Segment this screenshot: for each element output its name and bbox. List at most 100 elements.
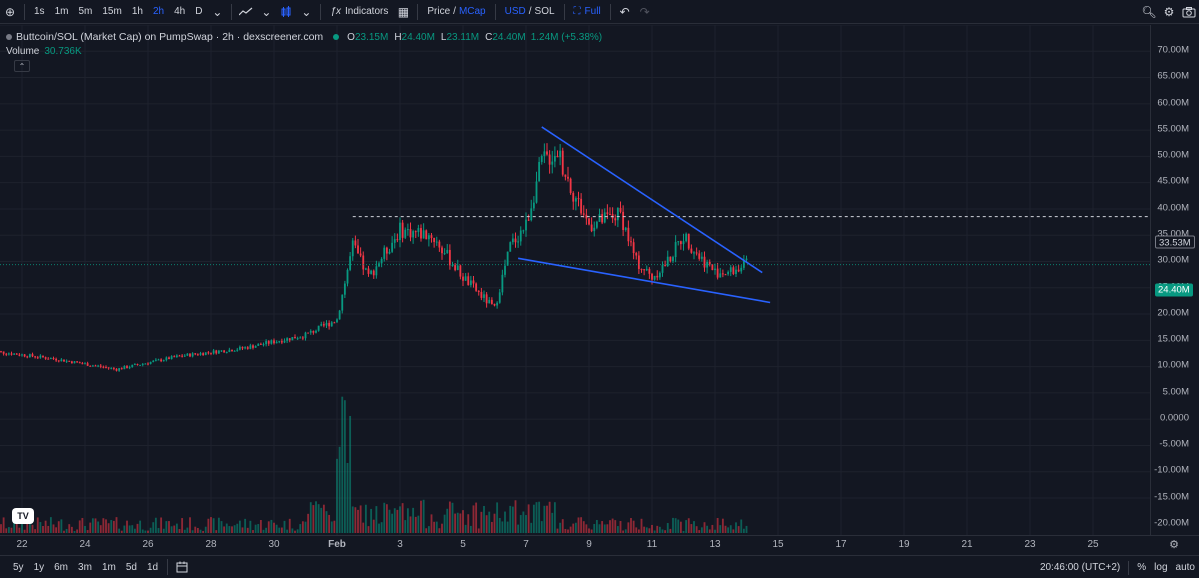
volume-bar: [661, 529, 664, 533]
candle-body: [312, 330, 315, 333]
timeframe-2h[interactable]: 2h: [152, 6, 165, 17]
tradingview-logo[interactable]: TV: [12, 508, 34, 524]
candle-body: [388, 251, 391, 254]
candle-body: [651, 273, 653, 280]
candle-body: [370, 270, 373, 274]
time-axis-settings-icon[interactable]: ⚙: [1169, 539, 1179, 551]
collapse-legend-button[interactable]: ⌃: [14, 60, 30, 72]
candle-body: [451, 265, 454, 267]
timeframe-4h[interactable]: 4h: [174, 6, 186, 17]
candle-body: [553, 155, 556, 162]
volume-bar: [136, 523, 139, 533]
volume-bar: [632, 520, 635, 533]
chevron-down-icon[interactable]: ⌄: [261, 4, 272, 19]
toggle-slash: /: [453, 6, 456, 17]
candle-body: [296, 338, 299, 340]
volume-bar: [120, 530, 123, 533]
volume-bar: [99, 525, 102, 533]
candle-body: [191, 353, 194, 357]
mcap-option: MCap: [458, 6, 486, 17]
camera-icon[interactable]: [1179, 0, 1199, 24]
volume-value: 30.736K: [44, 45, 82, 57]
range-5d[interactable]: 5d: [125, 561, 137, 573]
fullscreen-icon: ⛶: [573, 6, 581, 17]
layout-grid-icon[interactable]: ▦: [397, 4, 410, 19]
volume-bar: [700, 527, 703, 533]
timeframe-15m[interactable]: 15m: [102, 6, 122, 17]
volume-bar: [333, 520, 336, 533]
candle-body: [65, 360, 68, 362]
volume-bar: [249, 520, 252, 533]
candle-body: [517, 241, 520, 243]
candle-body: [81, 363, 84, 365]
log-toggle[interactable]: log: [1154, 562, 1168, 573]
percent-toggle[interactable]: %: [1137, 562, 1147, 573]
full-screen-button[interactable]: ⛶ Full: [569, 0, 606, 24]
candle-body: [330, 322, 333, 327]
candle-body: [664, 265, 667, 267]
range-5y[interactable]: 5y: [13, 561, 24, 573]
timeframe-5m[interactable]: 5m: [78, 6, 93, 17]
candle-body: [225, 352, 228, 354]
line-chart-type-icon[interactable]: [236, 0, 256, 24]
candle-body: [123, 366, 126, 370]
chart-pane[interactable]: [0, 25, 1150, 535]
range-1y[interactable]: 1y: [33, 561, 45, 573]
price-axis[interactable]: 70.00M 65.00M 60.00M 55.00M 50.00M 45.00M 40.0…: [1150, 25, 1199, 535]
symbol-title[interactable]: Buttcoin/SOL (Market Cap) on PumpSwap · …: [16, 31, 324, 43]
volume-bar: [469, 525, 472, 533]
toolbar-divider: [1128, 560, 1130, 575]
volume-bar: [624, 529, 627, 533]
gear-icon[interactable]: ⚙: [1163, 5, 1175, 19]
range-3m[interactable]: 3m: [78, 561, 92, 573]
candle-body: [535, 181, 538, 203]
volume-bar: [144, 530, 147, 533]
volume-bar: [577, 517, 580, 533]
redo-icon[interactable]: ↷: [639, 4, 650, 19]
candlestick-chart[interactable]: [0, 25, 1150, 535]
candle-body: [406, 229, 409, 231]
time-axis[interactable]: ⚙ 22 24 26 28 30 Feb 3 5 7 9 11 13 15 17 19 21 23 25: [0, 535, 1199, 555]
auto-toggle[interactable]: auto: [1175, 562, 1195, 573]
candle-body: [724, 274, 727, 276]
add-symbol-icon[interactable]: ⊕: [4, 4, 16, 19]
price-mcap-toggle[interactable]: Price / MCap: [422, 0, 490, 24]
timeframe-1m[interactable]: 1m: [54, 6, 69, 17]
candlestick-chart-type-icon[interactable]: [276, 0, 296, 24]
candle-body: [364, 268, 367, 270]
chevron-down-icon[interactable]: ⌄: [301, 4, 312, 19]
volume-bar: [477, 528, 480, 533]
volume-bar: [31, 524, 34, 533]
volume-bar: [404, 520, 407, 533]
volume-bar: [490, 521, 493, 533]
undo-icon[interactable]: ↶: [619, 4, 630, 19]
volume-bar: [110, 520, 113, 533]
currency-toggle[interactable]: USD / SOL: [500, 0, 560, 24]
volume-bar: [328, 514, 331, 533]
range-1d[interactable]: 1d: [146, 561, 159, 573]
high-label: H: [394, 31, 402, 43]
volume-bar: [645, 527, 648, 533]
candle-body: [519, 230, 522, 242]
candle-body: [210, 352, 212, 354]
indicators-button[interactable]: ƒx Indicators: [325, 0, 393, 24]
volume-bar: [412, 507, 415, 533]
candle-body: [609, 213, 611, 215]
candle-body: [325, 322, 328, 326]
timeframe-1h[interactable]: 1h: [131, 6, 143, 17]
volume-bar: [380, 522, 383, 533]
timeframe-1s[interactable]: 1s: [34, 6, 45, 17]
range-1m[interactable]: 1m: [101, 561, 116, 573]
volume-bar: [52, 524, 55, 533]
volume-bar: [441, 523, 443, 533]
full-label: Full: [584, 6, 601, 17]
candle-body: [593, 227, 596, 232]
candle-body: [538, 161, 541, 182]
clock[interactable]: 20:46:00 (UTC+2): [1039, 562, 1121, 573]
range-6m[interactable]: 6m: [54, 561, 69, 573]
chevron-down-icon[interactable]: ⌄: [212, 4, 223, 19]
calendar-range-icon[interactable]: [172, 555, 192, 578]
timeframe-d[interactable]: D: [195, 6, 203, 17]
volume-bar: [84, 525, 86, 533]
search-zoom-icon[interactable]: 🔍︎: [1141, 5, 1157, 19]
